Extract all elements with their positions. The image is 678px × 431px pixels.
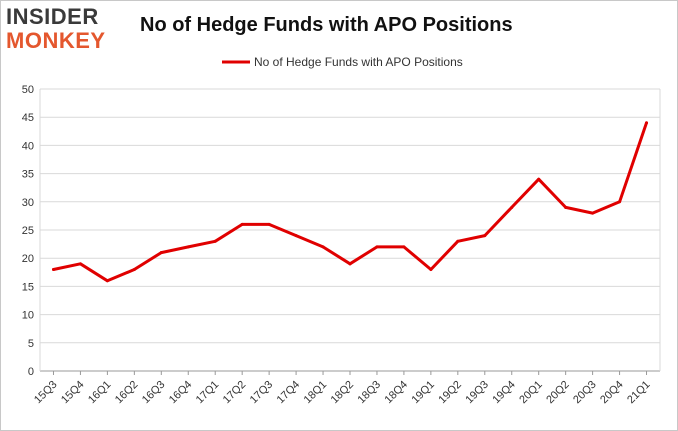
x-tick-label: 18Q1 — [302, 379, 330, 407]
data-point — [213, 239, 217, 243]
x-tick-label: 19Q4 — [490, 379, 518, 407]
data-point — [456, 239, 460, 243]
data-point — [240, 222, 244, 226]
data-point — [591, 211, 595, 215]
x-tick-label: 16Q3 — [140, 379, 168, 407]
x-tick-label: 16Q4 — [167, 379, 195, 407]
y-axis: 0 5 10 15 20 25 30 35 40 45 50 — [22, 84, 34, 378]
logo-text-insider: INSIDER — [6, 4, 99, 29]
x-axis: 15Q3 15Q4 16Q1 16Q2 16Q3 16Q4 17Q1 17Q2 17Q3 17Q4… — [32, 371, 653, 406]
x-tick-label: 18Q4 — [383, 379, 411, 407]
x-tick-label: 17Q3 — [248, 379, 276, 407]
y-tick-label: 5 — [28, 338, 34, 350]
x-tick-label: 18Q3 — [356, 379, 384, 407]
y-tick-label: 10 — [22, 310, 34, 322]
x-tick-label: 21Q1 — [625, 379, 653, 407]
y-tick-label: 25 — [22, 225, 34, 237]
x-tick-label: 17Q4 — [275, 379, 303, 407]
data-point — [267, 222, 271, 226]
data-point — [348, 262, 352, 266]
data-point — [132, 267, 136, 271]
x-tick-label: 19Q2 — [436, 379, 464, 407]
legend-label: No of Hedge Funds with APO Positions — [254, 55, 463, 69]
data-point — [537, 177, 541, 181]
x-tick-label: 18Q2 — [329, 379, 357, 407]
x-tick-label: 20Q4 — [598, 379, 626, 407]
data-point — [375, 245, 379, 249]
x-tick-label: 17Q2 — [221, 379, 249, 407]
data-point — [483, 234, 487, 238]
x-tick-label: 16Q2 — [113, 379, 141, 407]
gridlines — [39, 88, 661, 372]
x-tick-label: 20Q3 — [571, 379, 599, 407]
legend: No of Hedge Funds with APO Positions — [222, 55, 463, 69]
x-tick-label: 15Q3 — [32, 379, 60, 407]
data-point — [429, 267, 433, 271]
data-point — [564, 205, 568, 209]
y-tick-label: 20 — [22, 253, 34, 265]
data-point — [402, 245, 406, 249]
data-point — [294, 234, 298, 238]
y-tick-label: 30 — [22, 197, 34, 209]
data-point — [510, 205, 514, 209]
data-point — [321, 245, 325, 249]
data-point — [645, 121, 649, 125]
series-layer — [51, 121, 649, 283]
x-tick-label: 15Q4 — [59, 379, 87, 407]
data-point — [78, 262, 82, 266]
y-tick-label: 15 — [22, 281, 34, 293]
chart-title: No of Hedge Funds with APO Positions — [140, 14, 513, 36]
data-point — [618, 200, 622, 204]
y-tick-label: 50 — [22, 84, 34, 96]
data-point — [159, 251, 163, 255]
y-tick-label: 0 — [28, 366, 34, 378]
x-tick-label: 19Q3 — [463, 379, 491, 407]
x-tick-label: 19Q1 — [409, 379, 437, 407]
x-tick-label: 20Q1 — [517, 379, 545, 407]
data-point — [51, 267, 55, 271]
x-tick-label: 16Q1 — [86, 379, 114, 407]
x-tick-label: 17Q1 — [194, 379, 222, 407]
y-tick-label: 35 — [22, 169, 34, 181]
data-point — [105, 279, 109, 283]
y-tick-label: 40 — [22, 140, 34, 152]
logo-text-monkey: MONKEY — [6, 28, 106, 53]
insider-monkey-logo: INSIDER MONKEY — [6, 6, 128, 54]
data-point — [186, 245, 190, 249]
y-tick-label: 45 — [22, 112, 34, 124]
x-tick-label: 20Q2 — [544, 379, 572, 407]
